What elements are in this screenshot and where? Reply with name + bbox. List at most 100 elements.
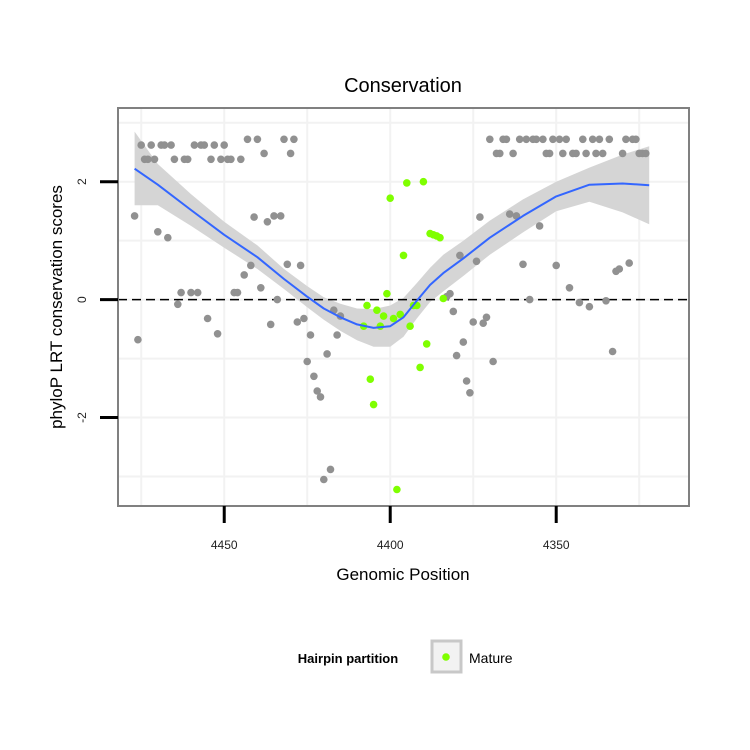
- other-point: [326, 465, 335, 474]
- other-point: [588, 135, 597, 144]
- other-point: [247, 261, 255, 270]
- other-point: [323, 350, 331, 358]
- other-point: [479, 319, 488, 328]
- other-point: [592, 149, 600, 158]
- other-point: [449, 307, 458, 316]
- other-point: [210, 141, 219, 149]
- other-point: [575, 298, 584, 307]
- other-point: [174, 300, 182, 309]
- mature-point: [439, 294, 448, 303]
- other-point: [257, 284, 265, 292]
- other-point: [539, 135, 547, 144]
- other-point: [545, 149, 554, 158]
- other-point: [183, 155, 192, 164]
- mature-point: [436, 233, 444, 242]
- other-point: [466, 389, 474, 397]
- mature-point: [406, 322, 414, 331]
- mature-point: [416, 363, 424, 372]
- mature-point: [379, 312, 388, 320]
- other-point: [608, 347, 617, 356]
- other-point: [642, 149, 650, 158]
- other-point: [469, 318, 478, 326]
- legend: Hairpin partition Mature: [298, 639, 513, 674]
- y-tick-label: 2: [75, 178, 89, 185]
- other-point: [472, 257, 481, 266]
- y-axis: -2 0 2: [75, 178, 118, 423]
- x-axis: 4450 4400 4350: [211, 506, 570, 552]
- other-point: [253, 135, 262, 144]
- legend-key-marker: [442, 653, 450, 661]
- other-point: [532, 135, 541, 144]
- other-point: [555, 135, 564, 144]
- other-point: [200, 141, 209, 149]
- other-point: [270, 212, 278, 220]
- other-point: [187, 288, 195, 297]
- other-point: [137, 141, 145, 149]
- other-point: [625, 259, 633, 267]
- other-point: [452, 351, 461, 360]
- other-point: [509, 149, 517, 158]
- other-point: [489, 357, 497, 366]
- legend-label-mature: Mature: [469, 650, 513, 666]
- mature-point: [419, 177, 428, 186]
- other-point: [549, 135, 557, 144]
- other-point: [505, 210, 514, 218]
- mature-point: [396, 310, 405, 319]
- other-point: [482, 313, 491, 322]
- other-point: [519, 260, 527, 269]
- other-point: [193, 288, 202, 297]
- confidence-band: [134, 131, 650, 347]
- other-point: [303, 357, 312, 366]
- other-point: [250, 213, 258, 221]
- other-point: [476, 213, 484, 221]
- other-point: [605, 135, 614, 144]
- other-point: [266, 320, 275, 329]
- other-point: [459, 338, 468, 346]
- other-point: [280, 135, 288, 144]
- y-axis-label: phyloP LRT conservation scores: [47, 185, 66, 429]
- mature-point: [399, 251, 408, 260]
- other-point: [213, 330, 222, 338]
- other-point: [240, 271, 248, 279]
- other-point: [525, 295, 534, 304]
- loess-fit-line: [134, 167, 650, 329]
- x-tick-label: 4350: [543, 538, 570, 552]
- other-point: [134, 335, 142, 344]
- other-point: [582, 149, 590, 158]
- other-point: [446, 289, 454, 298]
- other-point: [233, 288, 242, 297]
- other-point: [164, 233, 172, 242]
- other-point: [203, 314, 212, 323]
- other-point: [217, 155, 225, 164]
- other-point: [502, 135, 511, 144]
- other-point: [320, 475, 328, 484]
- other-point: [310, 372, 318, 381]
- other-point: [585, 302, 594, 311]
- other-point: [144, 155, 152, 164]
- other-point: [260, 149, 268, 158]
- other-point: [462, 377, 471, 385]
- other-point: [595, 135, 604, 144]
- other-point: [220, 141, 228, 149]
- other-point: [598, 149, 607, 158]
- other-point: [632, 135, 640, 144]
- other-point: [300, 314, 308, 323]
- other-point: [263, 218, 272, 226]
- other-point: [170, 155, 179, 164]
- other-point: [333, 331, 341, 339]
- plot-panel-border: [117, 107, 690, 507]
- mature-point: [393, 485, 401, 494]
- mature-point: [373, 306, 381, 315]
- y-tick-label: 0: [75, 296, 89, 303]
- other-point: [602, 297, 610, 305]
- other-point: [496, 149, 504, 158]
- other-point: [243, 135, 252, 144]
- other-point: [290, 135, 298, 144]
- mature-point: [389, 314, 398, 323]
- other-point: [147, 141, 155, 149]
- other-point: [522, 135, 531, 144]
- other-point: [615, 265, 624, 273]
- other-point: [456, 251, 464, 260]
- other-point: [293, 318, 302, 326]
